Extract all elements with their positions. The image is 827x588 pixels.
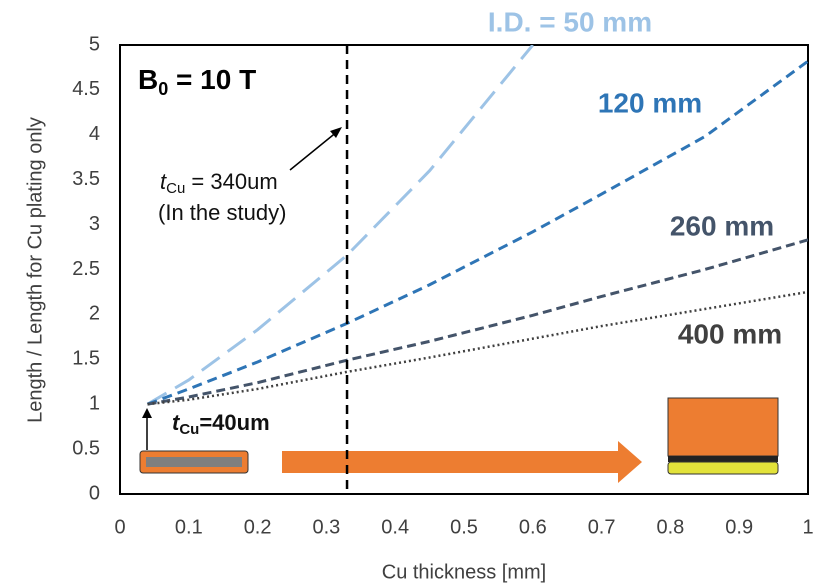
series-line [147, 238, 808, 406]
series-label: 400 mm [678, 318, 782, 349]
x-tick-label: 0.4 [381, 516, 409, 538]
start-rest: =40um [199, 410, 269, 435]
study-sub: Cu [166, 180, 185, 197]
x-tick-label: 0.9 [725, 516, 753, 538]
progress-arrow [282, 441, 642, 483]
field-main: B [138, 64, 158, 95]
pointer-line [289, 130, 339, 171]
x-tick-label: 0.7 [588, 516, 616, 538]
field-annotation: B0 = 10 T [138, 64, 256, 98]
x-tick-label: 0 [114, 516, 125, 538]
y-tick-label: 1.5 [72, 348, 100, 370]
y-tick-label: 2.5 [72, 258, 100, 280]
thick-tape-layer [668, 456, 778, 462]
field-sub: 0 [158, 79, 168, 99]
y-tick-label: 0.5 [72, 437, 100, 459]
x-tick-label: 1 [802, 516, 813, 538]
series-label: I.D. = 50 mm [488, 6, 652, 37]
series-line [146, 45, 534, 406]
x-tick-label: 0.3 [312, 516, 340, 538]
start-main: t [172, 410, 181, 435]
thick-tape-base [667, 461, 779, 475]
study-main: t [160, 169, 167, 194]
start-arrow-head [142, 408, 152, 418]
y-tick-label: 1 [89, 392, 100, 414]
series-label: 260 mm [670, 210, 774, 241]
y-tick-label: 4 [89, 123, 100, 145]
y-tick-label: 2 [89, 303, 100, 325]
y-tick-label: 4.5 [72, 78, 100, 100]
study-rest: = 340um [185, 169, 277, 194]
series-line [147, 290, 808, 406]
study-annotation: tCu = 340um [160, 169, 278, 197]
field-rest: = 10 T [168, 64, 256, 95]
thick-tape [667, 397, 779, 457]
thin-tape-core [146, 457, 242, 467]
start-annotation: tCu=40um [172, 410, 270, 438]
pointer-head [330, 127, 342, 138]
y-tick-label: 5 [89, 33, 100, 55]
x-tick-label: 0.2 [244, 516, 272, 538]
x-tick-label: 0.1 [175, 516, 203, 538]
y-tick-label: 0 [89, 482, 100, 504]
x-axis-title: Cu thickness [mm] [382, 561, 546, 583]
x-tick-label: 0.8 [656, 516, 684, 538]
study-note: (In the study) [158, 200, 286, 225]
start-sub: Cu [179, 421, 199, 438]
y-tick-label: 3.5 [72, 168, 100, 190]
y-tick-label: 3 [89, 213, 100, 235]
series-line [146, 59, 808, 406]
y-axis-title: Length / Length for Cu plating only [24, 117, 46, 423]
x-tick-label: 0.6 [519, 516, 547, 538]
series-label: 120 mm [598, 87, 702, 118]
x-tick-label: 0.5 [450, 516, 478, 538]
